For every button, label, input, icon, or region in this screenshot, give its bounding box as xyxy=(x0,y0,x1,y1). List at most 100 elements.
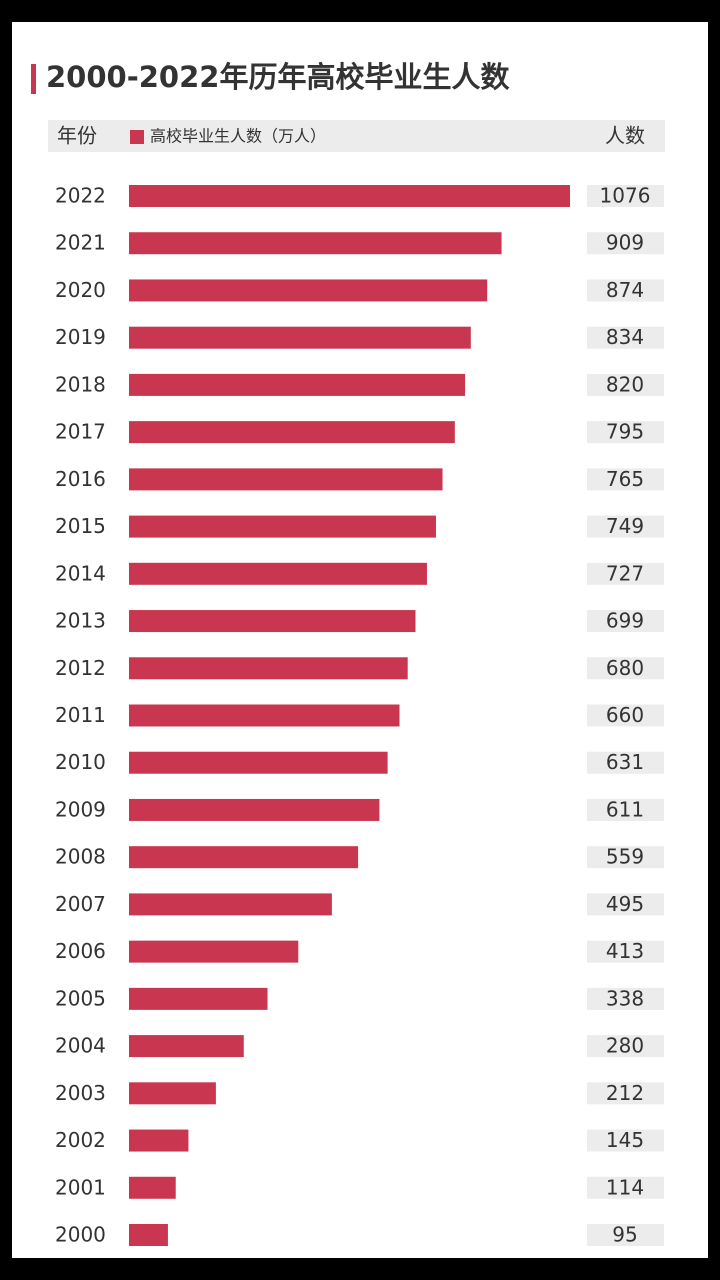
value-label: 212 xyxy=(606,1081,644,1105)
value-label: 795 xyxy=(606,420,644,444)
category-label: 2002 xyxy=(55,1128,106,1152)
value-label-bg xyxy=(587,610,664,633)
value-label-bg xyxy=(587,940,664,963)
bar xyxy=(129,279,488,302)
category-label: 2019 xyxy=(55,325,106,349)
value-label-bg xyxy=(587,987,664,1010)
value-label: 680 xyxy=(606,656,644,680)
value-label: 611 xyxy=(606,797,644,821)
value-label-bg xyxy=(587,1224,664,1246)
value-label: 765 xyxy=(606,467,644,491)
value-label-bg xyxy=(587,657,664,680)
header-band xyxy=(48,120,665,152)
bar xyxy=(129,326,471,349)
category-label: 2003 xyxy=(55,1081,106,1105)
bar xyxy=(129,1129,189,1152)
bar xyxy=(129,232,502,255)
category-label: 2015 xyxy=(55,514,106,538)
value-label-bg xyxy=(587,1082,664,1105)
value-label-bg xyxy=(587,1129,664,1152)
category-label: 2021 xyxy=(55,231,106,255)
category-label: 2005 xyxy=(55,986,106,1010)
value-label-bg xyxy=(587,515,664,538)
value-label-bg xyxy=(587,893,664,916)
category-label: 2006 xyxy=(55,939,106,963)
bar xyxy=(129,704,400,727)
value-label: 559 xyxy=(606,845,644,869)
value-label-bg xyxy=(587,1035,664,1058)
bar xyxy=(129,373,466,396)
value-label-bg xyxy=(587,704,664,727)
value-label: 495 xyxy=(606,892,644,916)
value-label: 834 xyxy=(606,325,644,349)
value-label: 280 xyxy=(606,1034,644,1058)
value-label-bg xyxy=(587,1176,664,1199)
category-header: 年份 xyxy=(57,124,97,148)
bar xyxy=(129,798,380,821)
value-label-bg xyxy=(587,798,664,821)
value-label-bg xyxy=(587,185,664,207)
value-label-bg xyxy=(587,232,664,255)
value-label: 631 xyxy=(606,750,644,774)
value-label-bg xyxy=(587,373,664,396)
value-label: 338 xyxy=(606,986,644,1010)
category-label: 2004 xyxy=(55,1034,106,1058)
category-label: 2011 xyxy=(55,703,106,727)
category-label: 2008 xyxy=(55,845,106,869)
bar xyxy=(129,940,299,963)
value-label-bg xyxy=(587,468,664,491)
value-label-bg xyxy=(587,279,664,302)
bar xyxy=(129,421,455,444)
bar xyxy=(129,1082,216,1105)
value-label: 114 xyxy=(606,1175,644,1199)
chart-title: 2000-2022年历年高校毕业生人数 xyxy=(46,60,510,94)
category-label: 2014 xyxy=(55,561,106,585)
category-label: 2001 xyxy=(55,1175,106,1199)
value-label: 909 xyxy=(606,231,644,255)
value-header: 人数 xyxy=(605,124,645,148)
bar xyxy=(129,751,388,774)
bar xyxy=(129,657,408,680)
bar xyxy=(129,610,416,633)
category-label: 2009 xyxy=(55,797,106,821)
title-accent xyxy=(31,64,36,94)
value-label-bg xyxy=(587,326,664,349)
legend-swatch xyxy=(130,130,144,144)
category-label: 2013 xyxy=(55,609,106,633)
category-label: 2020 xyxy=(55,278,106,302)
bar xyxy=(129,185,570,207)
bar xyxy=(129,1176,176,1199)
bar xyxy=(129,562,427,585)
value-label: 699 xyxy=(606,609,644,633)
value-label: 95 xyxy=(612,1223,637,1247)
bar xyxy=(129,1224,168,1246)
category-label: 2016 xyxy=(55,467,106,491)
bar xyxy=(129,1035,244,1058)
value-label: 660 xyxy=(606,703,644,727)
bar xyxy=(129,468,443,491)
value-label-bg xyxy=(587,562,664,585)
category-label: 2000 xyxy=(55,1223,106,1247)
value-label-bg xyxy=(587,421,664,444)
category-label: 2012 xyxy=(55,656,106,680)
category-label: 2022 xyxy=(55,184,106,208)
legend-label: 高校毕业生人数（万人） xyxy=(150,127,326,146)
bar xyxy=(129,515,436,538)
value-label: 1076 xyxy=(600,184,651,208)
category-label: 2018 xyxy=(55,372,106,396)
value-label: 727 xyxy=(606,561,644,585)
value-label-bg xyxy=(587,846,664,869)
value-label: 413 xyxy=(606,939,644,963)
bar xyxy=(129,987,268,1010)
value-label: 145 xyxy=(606,1128,644,1152)
category-label: 2010 xyxy=(55,750,106,774)
value-label: 749 xyxy=(606,514,644,538)
value-label: 874 xyxy=(606,278,644,302)
bar xyxy=(129,893,332,916)
value-label: 820 xyxy=(606,372,644,396)
bar xyxy=(129,846,359,869)
value-label-bg xyxy=(587,751,664,774)
category-label: 2017 xyxy=(55,420,106,444)
